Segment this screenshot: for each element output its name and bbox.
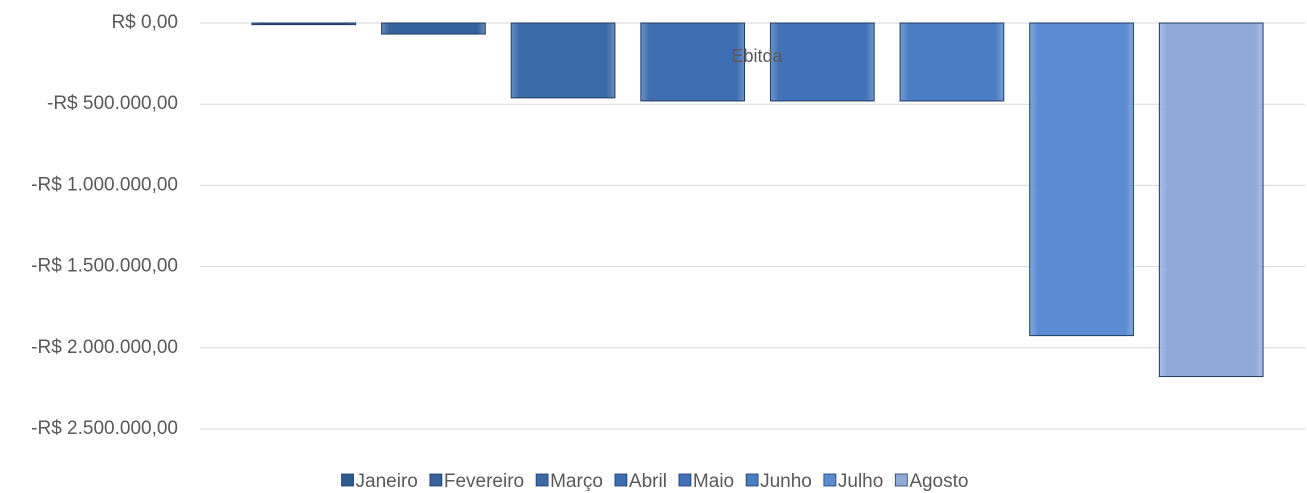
legend-swatch	[894, 473, 908, 487]
bar	[381, 22, 486, 35]
legend-swatch	[745, 473, 759, 487]
legend-swatch	[614, 473, 628, 487]
y-tick-label: -R$ 2.500.000,00	[31, 418, 178, 439]
y-tick-label: -R$ 1.000.000,00	[31, 174, 178, 195]
bar	[769, 22, 875, 102]
y-tick-label: -R$ 2.000.000,00	[31, 337, 178, 358]
y-tick-label: -R$ 500.000,00	[47, 93, 178, 114]
legend-swatch	[823, 473, 837, 487]
bar	[899, 22, 1005, 102]
bar	[640, 22, 746, 102]
legend-label: Fevereiro	[444, 471, 524, 492]
y-tick-label: -R$ 1.500.000,00	[31, 256, 178, 277]
bar	[510, 22, 616, 99]
legend-label: Julho	[838, 471, 883, 492]
legend-swatch	[535, 473, 549, 487]
bar	[1029, 22, 1134, 337]
bar	[251, 22, 357, 26]
chart-title: Ebitda	[731, 46, 783, 66]
legend-label: Março	[550, 471, 603, 492]
legend-label: Janeiro	[356, 471, 418, 492]
y-tick-label: R$ 0,00	[111, 12, 178, 33]
legend-swatch	[341, 473, 354, 487]
legend-swatch	[678, 473, 692, 487]
legend-label: Agosto	[909, 471, 968, 492]
legend-label: Maio	[693, 471, 734, 492]
legend-label: Junho	[760, 471, 812, 492]
legend-label: Abril	[629, 471, 667, 492]
bar	[1158, 22, 1264, 378]
legend: Janeiro Fevereiro Março Abril Maio Junho Julho…	[341, 471, 968, 492]
legend-swatch	[429, 473, 443, 487]
